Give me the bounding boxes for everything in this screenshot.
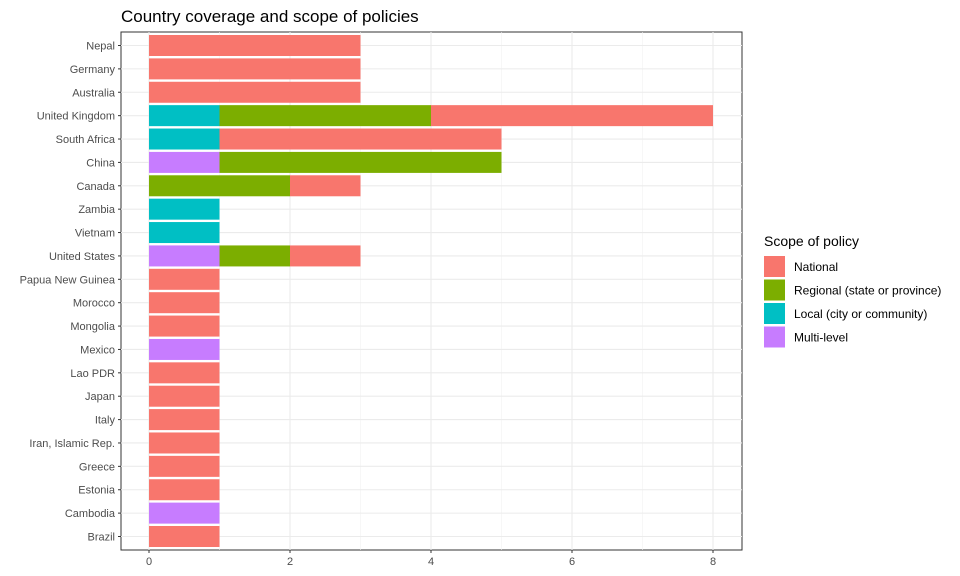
legend-label: Local (city or community) [794, 307, 927, 321]
bar-segment [149, 198, 220, 220]
y-tick-label: Canada [76, 181, 115, 193]
x-tick-label: 4 [428, 556, 434, 568]
bar-segment [219, 105, 431, 127]
bar-segment [149, 35, 361, 56]
bar-segment [149, 128, 220, 150]
chart-title: Country coverage and scope of policies [121, 7, 419, 26]
bar-segment [219, 245, 290, 267]
y-tick-label: Greece [79, 461, 115, 473]
x-axis: 0 2 4 6 8 [146, 550, 716, 568]
bar-segment [149, 362, 220, 384]
legend: Scope of policy National Regional (state … [764, 233, 941, 348]
x-tick-label: 2 [287, 556, 293, 568]
y-tick-label: Australia [72, 87, 116, 99]
bar-segment [149, 338, 220, 360]
bar-segment [149, 268, 220, 290]
y-tick-label: Japan [85, 391, 115, 403]
y-tick-label: Mongolia [70, 321, 116, 333]
bar-segment [149, 432, 220, 454]
bar-segment [149, 409, 220, 431]
x-tick-label: 6 [569, 556, 575, 568]
y-tick-label: Nepal [86, 41, 115, 53]
y-tick-label: China [86, 157, 116, 169]
legend-key [764, 256, 785, 277]
y-tick-label: Papua New Guinea [20, 274, 116, 286]
y-tick-label: Zambia [78, 204, 116, 216]
y-tick-label: Lao PDR [70, 368, 115, 380]
y-tick-label: Italy [95, 415, 116, 427]
bar-segment [149, 526, 220, 547]
legend-label: Multi-level [794, 331, 848, 345]
bar-segment [219, 128, 502, 150]
y-tick-label: Cambodia [65, 508, 116, 520]
legend-key [764, 303, 785, 324]
legend-label: Regional (state or province) [794, 284, 941, 298]
bars [149, 35, 713, 547]
legend-key [764, 326, 785, 348]
y-tick-label: United States [49, 251, 116, 263]
legend-label: National [794, 260, 838, 274]
bar-segment [149, 81, 361, 103]
bar-segment [149, 315, 220, 337]
bar-segment [290, 175, 361, 197]
x-tick-label: 8 [710, 556, 716, 568]
y-tick-label: Vietnam [75, 228, 115, 240]
y-tick-label: Mexico [80, 344, 115, 356]
bar-segment [431, 105, 713, 127]
bar-segment [290, 245, 361, 267]
bar-segment [149, 455, 220, 477]
legend-key [764, 279, 785, 301]
bar-segment [149, 151, 220, 173]
bar-segment [149, 175, 290, 197]
legend-title: Scope of policy [764, 233, 859, 249]
y-tick-label: United Kingdom [37, 111, 115, 123]
y-tick-label: Brazil [87, 532, 115, 544]
bar-segment [149, 222, 220, 244]
bar-segment [149, 105, 220, 127]
y-tick-label: Germany [70, 64, 116, 76]
bar-segment [149, 502, 220, 524]
y-tick-label: Morocco [73, 298, 115, 310]
bar-segment [149, 292, 220, 314]
bar-segment [219, 151, 502, 173]
y-tick-label: South Africa [56, 134, 116, 146]
bar-segment [149, 58, 361, 80]
y-tick-label: Estonia [78, 485, 116, 497]
y-axis: Nepal Germany Australia United Kingdom South… [20, 41, 121, 544]
bar-segment [149, 479, 220, 501]
y-tick-label: Iran, Islamic Rep. [29, 438, 115, 450]
x-tick-label: 0 [146, 556, 152, 568]
bar-segment [149, 245, 220, 267]
bar-segment [149, 385, 220, 407]
